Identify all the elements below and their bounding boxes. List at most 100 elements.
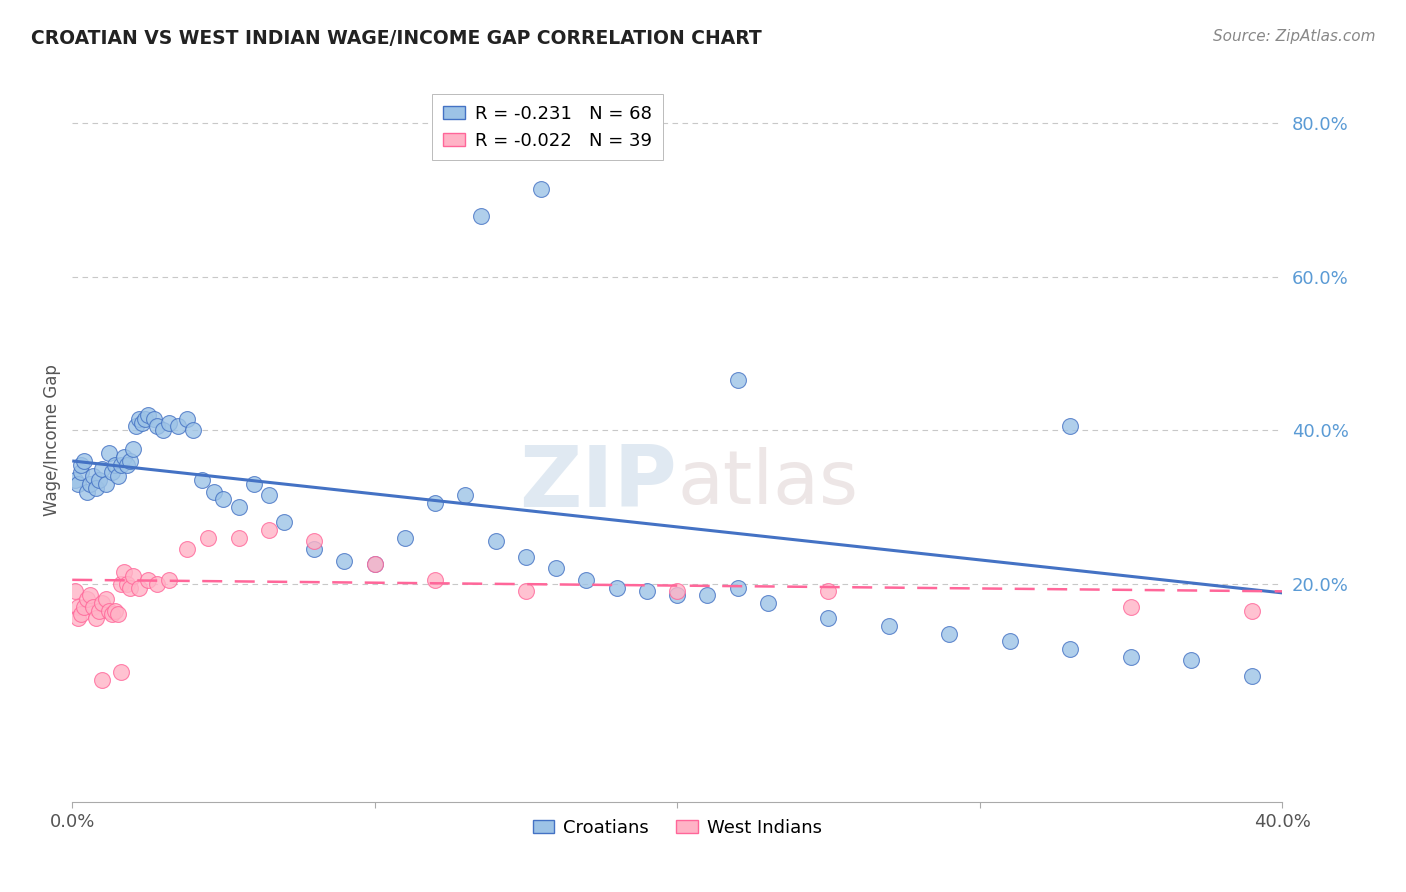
Point <box>1119 599 1142 614</box>
Point <box>1240 603 1263 617</box>
Point <box>79 477 101 491</box>
Point <box>89 473 111 487</box>
Point <box>70 466 93 480</box>
Point <box>425 573 447 587</box>
Point <box>575 573 598 587</box>
Point <box>228 500 250 514</box>
Point <box>212 492 235 507</box>
Point <box>146 419 169 434</box>
Point <box>817 584 839 599</box>
Point <box>157 573 180 587</box>
Point <box>1180 653 1202 667</box>
Point <box>97 603 120 617</box>
Point <box>302 542 325 557</box>
Point <box>515 584 537 599</box>
Point <box>1059 419 1081 434</box>
Point <box>136 408 159 422</box>
Text: atlas: atlas <box>678 447 858 520</box>
Point <box>118 454 141 468</box>
Point <box>364 558 387 572</box>
Point <box>485 534 508 549</box>
Point <box>273 516 295 530</box>
Point <box>121 442 143 457</box>
Point <box>94 477 117 491</box>
Point <box>103 603 125 617</box>
Point <box>100 607 122 622</box>
Point <box>877 619 900 633</box>
Point <box>100 466 122 480</box>
Point <box>454 488 477 502</box>
Point <box>67 477 90 491</box>
Point <box>136 573 159 587</box>
Point <box>91 596 114 610</box>
Point <box>89 603 111 617</box>
Point <box>394 531 416 545</box>
Point <box>134 411 156 425</box>
Point <box>666 588 689 602</box>
Text: ZIP: ZIP <box>519 442 678 524</box>
Point <box>86 481 108 495</box>
Point <box>107 469 129 483</box>
Point <box>938 626 960 640</box>
Point <box>107 607 129 622</box>
Point <box>79 588 101 602</box>
Point <box>67 599 90 614</box>
Point <box>70 458 93 472</box>
Point <box>76 592 98 607</box>
Point <box>1119 649 1142 664</box>
Point <box>546 561 568 575</box>
Point <box>146 576 169 591</box>
Point <box>65 473 87 487</box>
Point <box>425 496 447 510</box>
Point <box>470 209 492 223</box>
Point <box>606 581 628 595</box>
Point <box>197 531 219 545</box>
Point <box>157 416 180 430</box>
Point <box>364 558 387 572</box>
Point <box>142 411 165 425</box>
Point <box>998 634 1021 648</box>
Point <box>696 588 718 602</box>
Point <box>125 419 148 434</box>
Point <box>756 596 779 610</box>
Legend: Croatians, West Indians: Croatians, West Indians <box>526 812 830 844</box>
Point <box>67 611 90 625</box>
Point <box>515 549 537 564</box>
Point <box>333 554 356 568</box>
Point <box>302 534 325 549</box>
Point <box>1059 641 1081 656</box>
Point <box>112 565 135 579</box>
Point <box>257 523 280 537</box>
Point <box>103 458 125 472</box>
Point <box>128 581 150 595</box>
Point <box>94 592 117 607</box>
Point <box>727 373 749 387</box>
Point <box>115 458 138 472</box>
Point <box>257 488 280 502</box>
Point <box>70 607 93 622</box>
Point <box>176 411 198 425</box>
Point <box>115 576 138 591</box>
Point <box>118 581 141 595</box>
Point <box>152 423 174 437</box>
Point <box>727 581 749 595</box>
Point <box>1240 669 1263 683</box>
Point <box>817 611 839 625</box>
Point <box>636 584 658 599</box>
Point <box>65 584 87 599</box>
Point <box>128 411 150 425</box>
Point <box>666 584 689 599</box>
Y-axis label: Wage/Income Gap: Wage/Income Gap <box>44 364 60 516</box>
Point <box>73 599 96 614</box>
Point <box>82 469 104 483</box>
Point <box>176 542 198 557</box>
Point <box>110 665 132 679</box>
Point <box>181 423 204 437</box>
Point <box>91 673 114 687</box>
Point <box>167 419 190 434</box>
Point <box>202 484 225 499</box>
Point <box>110 576 132 591</box>
Point <box>91 461 114 475</box>
Point <box>191 473 214 487</box>
Point <box>112 450 135 464</box>
